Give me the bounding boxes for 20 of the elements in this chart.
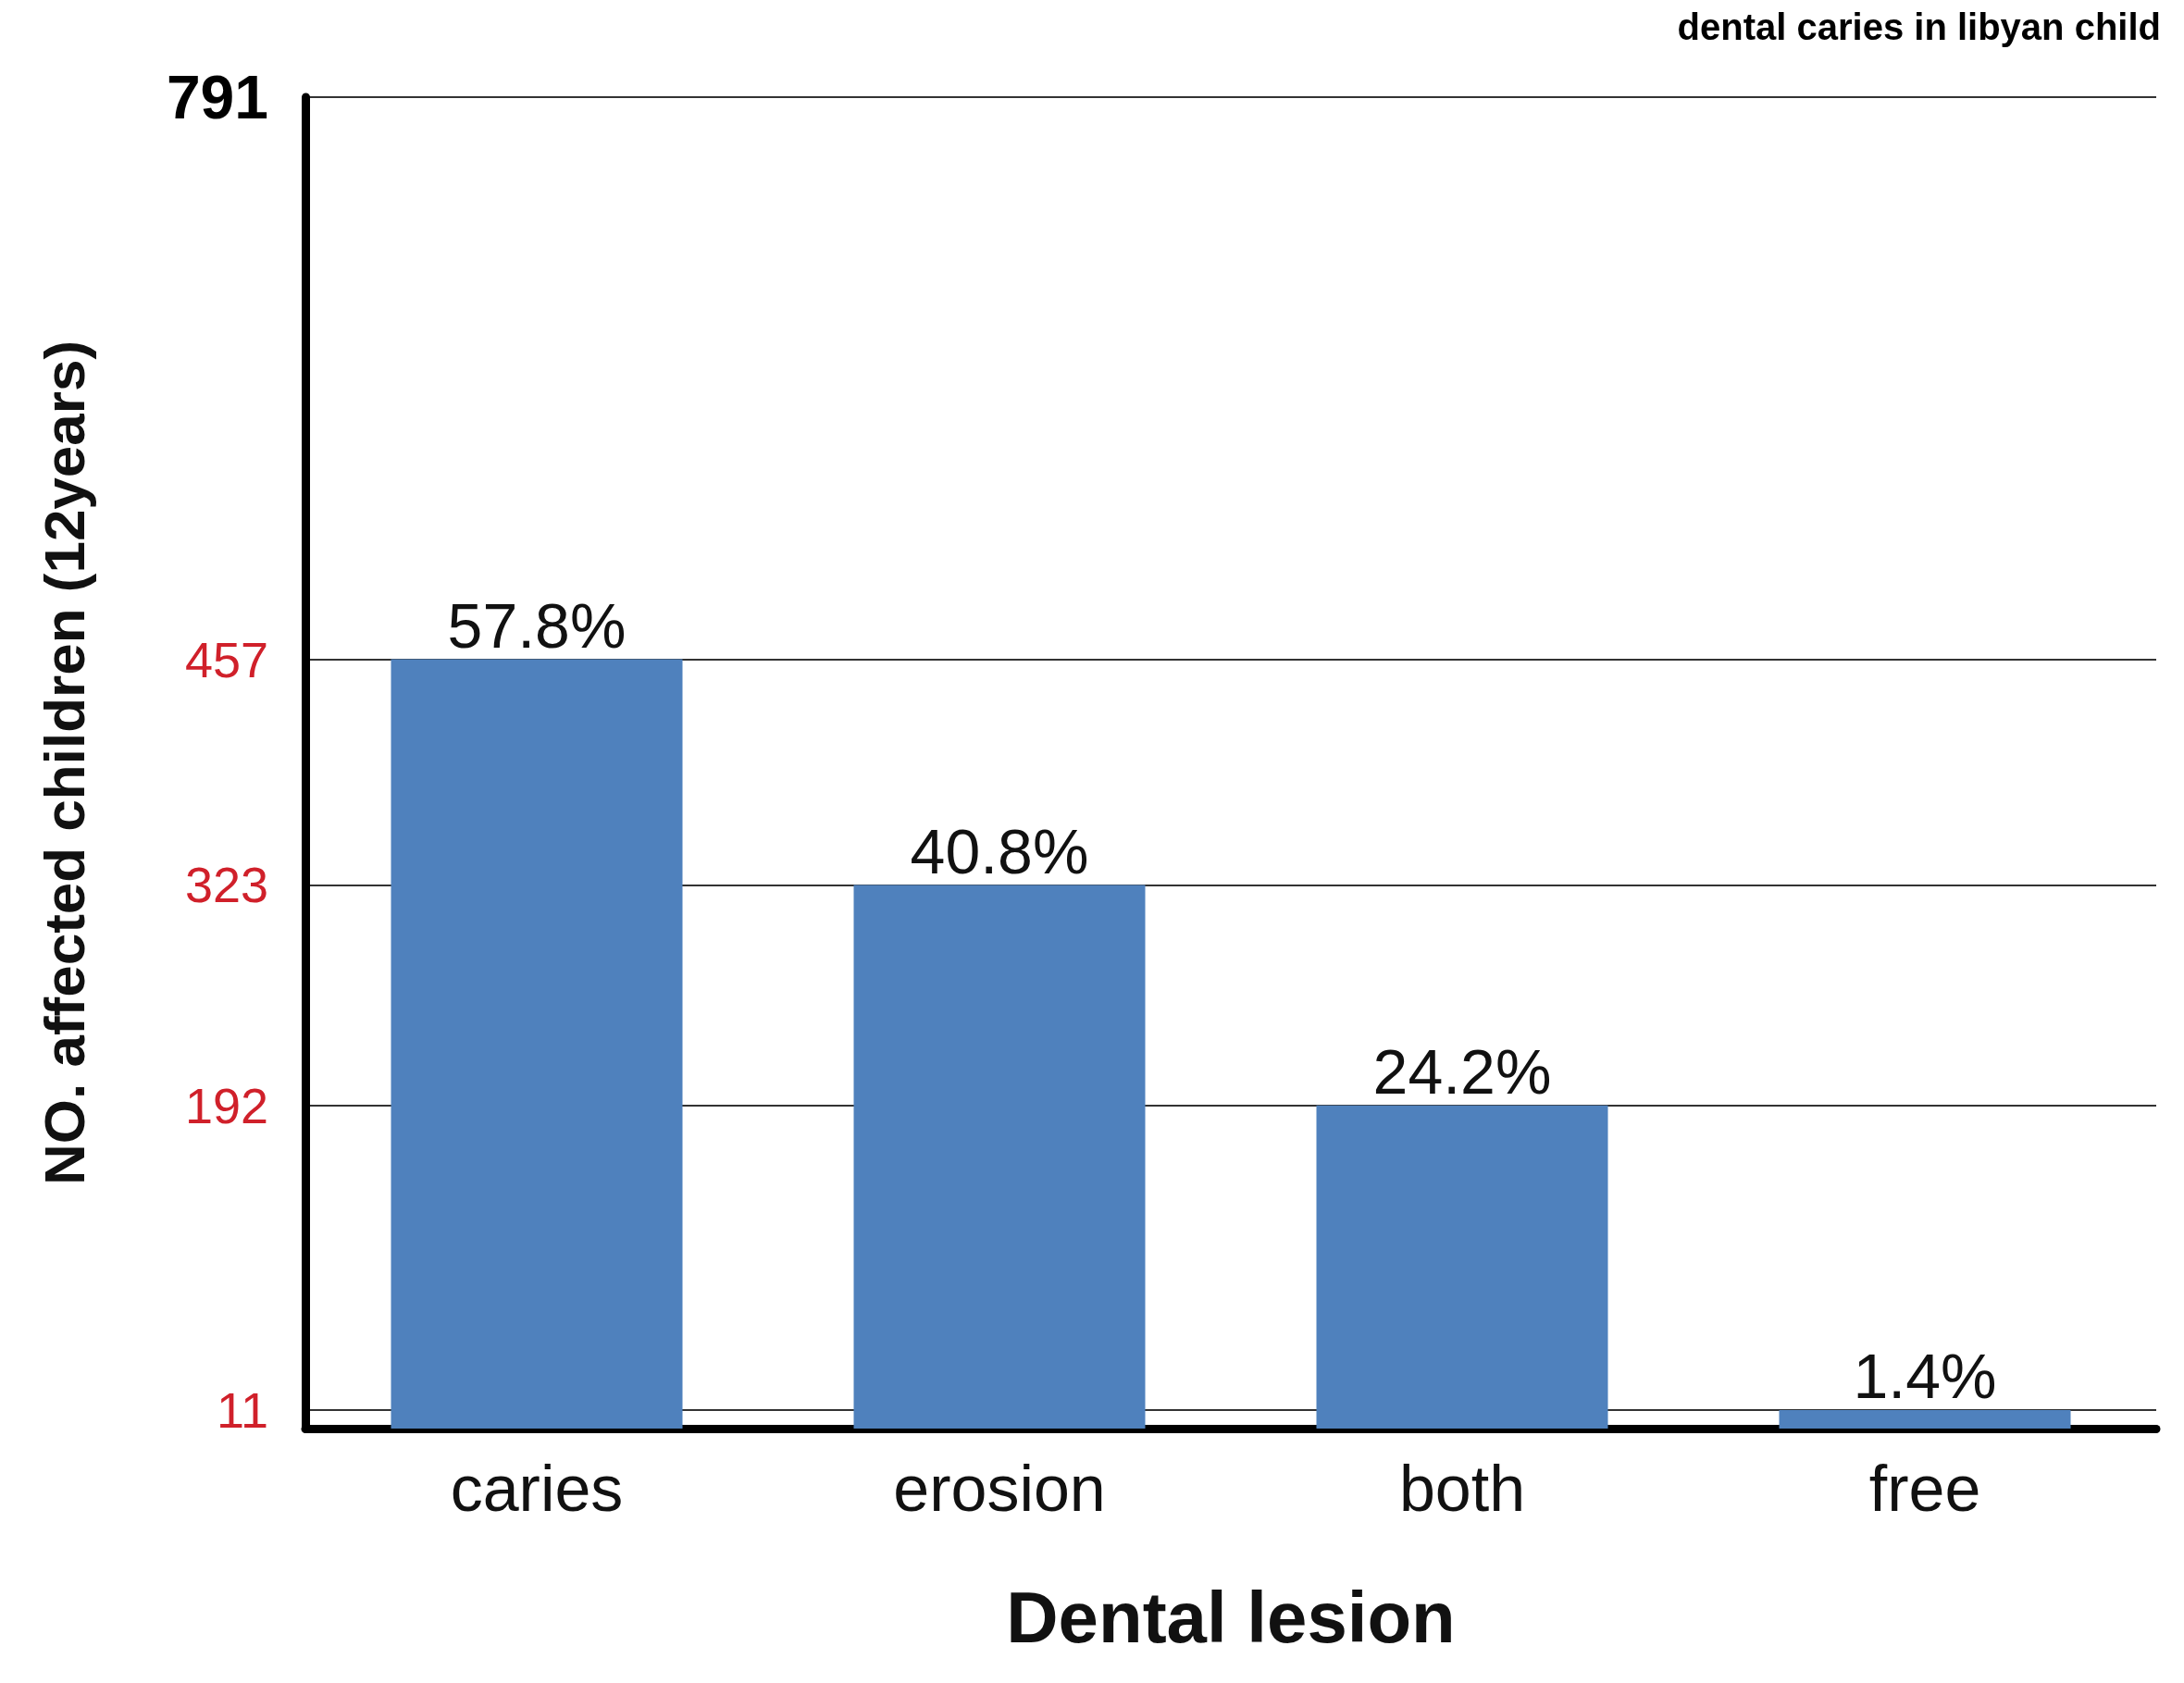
x-tick-label: erosion xyxy=(893,1453,1106,1525)
annotation: 1.4% xyxy=(1853,1341,1997,1412)
annotation: 57.8% xyxy=(447,590,627,662)
chart-title: dental caries in libyan child xyxy=(1677,6,2162,47)
y-tick-label: 457 xyxy=(184,631,268,687)
bar xyxy=(853,885,1146,1429)
x-tick-label: free xyxy=(1868,1453,1981,1525)
y-tick-label: 323 xyxy=(184,857,268,913)
x-tick-label: both xyxy=(1398,1453,1526,1525)
y-tick-label: 192 xyxy=(184,1077,268,1133)
bar xyxy=(1779,1409,2071,1429)
y-axis-title: NO. affected children (12years) xyxy=(31,340,96,1186)
bar xyxy=(1316,1105,1608,1429)
x-tick-label: caries xyxy=(450,1453,624,1525)
x-axis-title: Dental lesion xyxy=(1006,1577,1456,1658)
annotation: 24.2% xyxy=(1372,1036,1552,1108)
y-tick-label: 791 xyxy=(166,63,268,131)
bar xyxy=(391,659,683,1429)
y-tick-label: 11 xyxy=(216,1381,268,1438)
annotation: 40.8% xyxy=(910,815,1089,886)
